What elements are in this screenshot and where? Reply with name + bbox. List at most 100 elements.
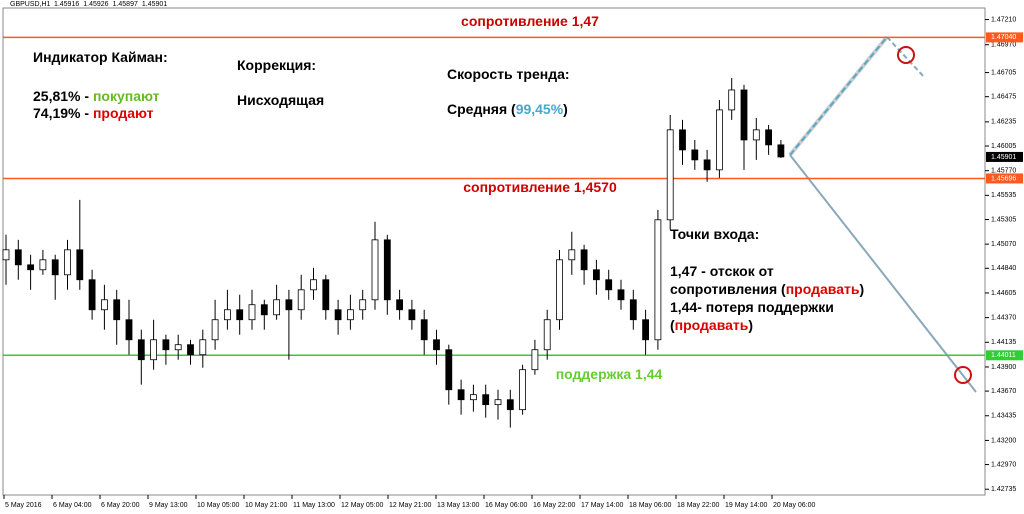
candle-body xyxy=(51,259,59,276)
candle-body xyxy=(593,269,600,281)
candle-body xyxy=(777,144,785,158)
candle-body xyxy=(703,159,711,171)
ohlc-value: 1.45901 xyxy=(142,1,167,8)
x-tick-label: 6 May 04:00 xyxy=(53,502,92,509)
symbol: GBPUSD,H1 xyxy=(10,1,51,8)
y-tick-label: 1.43670 xyxy=(991,388,1016,395)
candle-body xyxy=(113,299,121,321)
annotation-part: поддержка 1,44 xyxy=(556,366,663,382)
candle-body xyxy=(260,304,268,316)
annotation-part: 1,44- потеря поддержки xyxy=(670,299,834,315)
candle-body xyxy=(728,89,736,111)
candle-body xyxy=(543,319,551,351)
x-tick-label: 17 May 14:00 xyxy=(581,502,624,509)
annotation: сопротивление 1,47 xyxy=(461,13,599,29)
x-tick-label: 19 May 14:00 xyxy=(725,502,768,509)
header: GBPUSD,H1 1.45916 1.45926 1.45897 1.45901 xyxy=(10,1,167,8)
annotation: Скорость тренда: xyxy=(447,66,570,82)
candle-body xyxy=(629,299,637,321)
y-tick-label: 1.45770 xyxy=(991,168,1016,175)
x-tick-label: 13 May 13:00 xyxy=(437,502,480,509)
candle-body xyxy=(469,394,477,401)
annotation: Нисходящая xyxy=(237,92,324,108)
annotation-part: Точки входа: xyxy=(670,226,759,242)
annotation-part: сопротивление 1,4570 xyxy=(463,179,617,195)
annotation-part: Нисходящая xyxy=(237,92,324,108)
candle-body xyxy=(494,399,502,406)
annotation-part: Средняя ( xyxy=(447,101,516,117)
candle-body xyxy=(617,289,625,301)
annotation-part: 25,81% - xyxy=(33,88,93,104)
annotation-part: 99,45% xyxy=(516,101,564,117)
candle-body xyxy=(556,259,563,321)
y-tick-label: 1.42970 xyxy=(991,461,1016,468)
y-tick-label: 1.45070 xyxy=(991,241,1016,248)
candle-body xyxy=(27,264,35,271)
annotation: 25,81% - покупают xyxy=(33,88,160,104)
candle-body xyxy=(457,389,465,401)
candle-body xyxy=(666,129,674,221)
annotation: Точки входа: xyxy=(670,226,759,242)
candle-body xyxy=(383,239,391,301)
candle-body xyxy=(420,319,428,341)
candle-body xyxy=(334,309,342,321)
annotation-part: Скорость тренда: xyxy=(447,66,570,82)
ohlc-value: 1.45926 xyxy=(83,1,108,8)
candle-body xyxy=(88,279,96,311)
annotation-part: продают xyxy=(93,105,154,121)
annotation-part: продавать xyxy=(786,281,860,297)
candle-body xyxy=(531,349,539,371)
y-tick-label: 1.46235 xyxy=(991,119,1016,126)
target-circle xyxy=(954,366,972,384)
y-tick-label: 1.44370 xyxy=(991,314,1016,321)
candle-body xyxy=(716,109,723,171)
annotation-part: сопротивления ( xyxy=(670,281,786,297)
annotation: поддержка 1,44 xyxy=(556,366,663,382)
target-circle xyxy=(897,46,915,64)
annotation: Индикатор Кайман: xyxy=(33,49,168,65)
y-tick-label: 1.46705 xyxy=(991,69,1016,76)
level-line-label: 1.47040 xyxy=(991,34,1016,41)
candle-body xyxy=(64,249,71,276)
y-tick-label: 1.43200 xyxy=(991,437,1016,444)
annotation-part: 1,47 - отскок от xyxy=(670,263,774,279)
annotation-part: 74,19% - xyxy=(33,105,93,121)
candle-body xyxy=(199,339,207,356)
y-tick-label: 1.44605 xyxy=(991,290,1016,297)
level-line-box xyxy=(986,350,1023,361)
x-tick-label: 5 May 2016 xyxy=(5,502,42,509)
annotation-part: продавать xyxy=(675,317,749,333)
candle-body xyxy=(396,299,404,311)
y-tick-label: 1.46005 xyxy=(991,143,1016,150)
annotation: Средняя (99,45%) xyxy=(447,101,568,117)
y-tick-label: 1.46970 xyxy=(991,42,1016,49)
current-price-label: 1.45901 xyxy=(991,154,1016,161)
current-price-box xyxy=(986,151,1023,162)
x-tick-label: 10 May 05:00 xyxy=(197,502,240,509)
candle-body xyxy=(285,299,293,311)
candle-body xyxy=(752,129,760,141)
forecast-bounce xyxy=(886,36,926,79)
candle-body xyxy=(76,249,84,281)
y-tick-label: 1.46475 xyxy=(991,94,1016,101)
annotation-part: Индикатор Кайман: xyxy=(33,49,168,65)
candle-body xyxy=(174,344,182,351)
candle-body xyxy=(39,259,47,271)
candle-body xyxy=(568,249,576,261)
annotation: (продавать) xyxy=(670,317,753,333)
annotation: сопротивление 1,4570 xyxy=(463,179,617,195)
candle-body xyxy=(248,304,256,321)
annotation: Коррекция: xyxy=(237,57,316,73)
candle-body xyxy=(346,309,354,321)
candle-body xyxy=(310,279,317,291)
y-tick-label: 1.43435 xyxy=(991,413,1016,420)
candle-body xyxy=(482,394,490,406)
candle-body xyxy=(2,249,10,261)
candle-body xyxy=(359,299,367,311)
candle-body xyxy=(445,349,453,391)
x-tick-label: 20 May 06:00 xyxy=(773,502,816,509)
x-tick-label: 12 May 21:00 xyxy=(389,502,432,509)
annotation: 74,19% - продают xyxy=(33,105,154,121)
